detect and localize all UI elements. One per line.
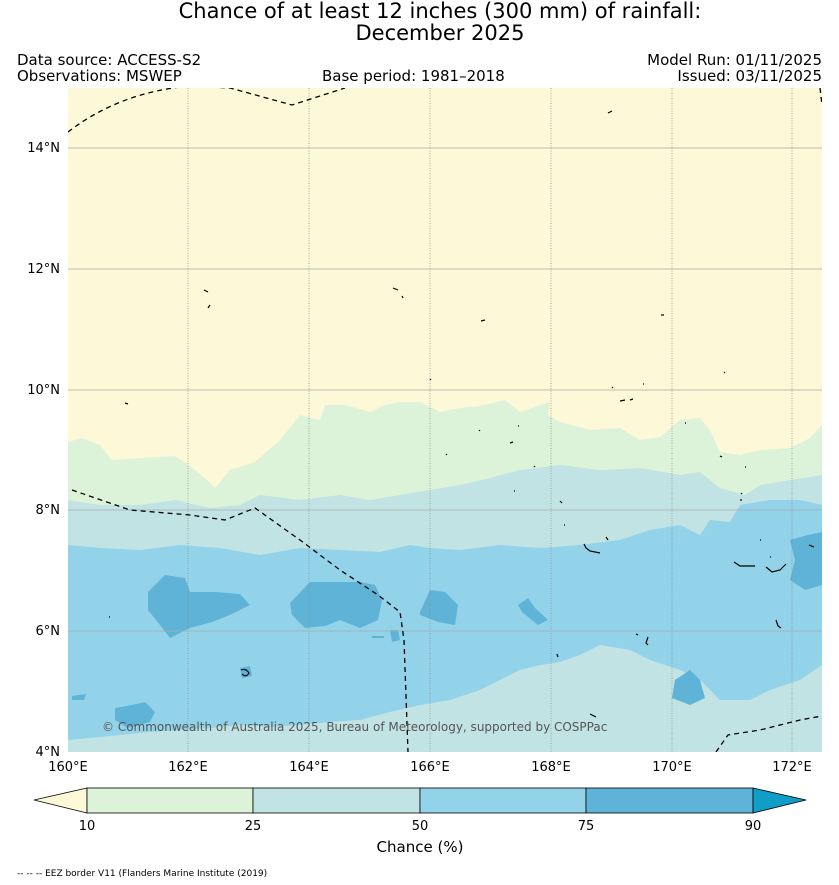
lat-tick-label: 8°N bbox=[36, 503, 61, 518]
lat-tick-label: 10°N bbox=[27, 383, 60, 398]
model-run-label: Model Run: 01/11/2025 bbox=[647, 51, 822, 69]
colorbar-tick-label: 75 bbox=[578, 819, 595, 834]
colorbar-swatch-25-50 bbox=[252, 787, 421, 814]
chart-title-line1: Chance of at least 12 inches (300 mm) of… bbox=[178, 0, 702, 23]
observations-label: Observations: MSWEP bbox=[17, 67, 182, 85]
latitude-axis: 14°N 12°N 10°N 8°N 6°N 4°N bbox=[27, 141, 60, 760]
rainfall-probability-map: © Commonwealth of Australia 2025, Bureau… bbox=[68, 88, 822, 752]
colorbar-swatch-50-75 bbox=[419, 787, 587, 814]
colorbar-swatch-10-25 bbox=[86, 787, 254, 814]
eez-footnote: -- -- -- EEZ border V11 (Flanders Marine… bbox=[17, 869, 268, 879]
lon-tick-label: 172°E bbox=[772, 760, 812, 775]
colorbar-swatch-below-10 bbox=[33, 787, 88, 814]
latitude-gridlines bbox=[68, 147, 822, 632]
colorbar-tick-label: 90 bbox=[745, 819, 762, 834]
lon-tick-label: 166°E bbox=[410, 760, 450, 775]
zone-75-90 bbox=[72, 532, 822, 728]
colorbar-title: Chance (%) bbox=[377, 838, 464, 856]
lat-tick-label: 14°N bbox=[27, 141, 60, 156]
colorbar-tick-label: 10 bbox=[79, 819, 96, 834]
lon-tick-label: 164°E bbox=[289, 760, 329, 775]
lon-tick-label: 160°E bbox=[48, 760, 88, 775]
islands bbox=[109, 110, 815, 718]
longitude-gridlines bbox=[187, 88, 793, 752]
colorbar-tick-label: 50 bbox=[412, 819, 429, 834]
eez-borders bbox=[68, 88, 822, 752]
colorbar-ticks: 10 25 50 75 90 bbox=[79, 819, 762, 834]
colorbar-swatch-75-90 bbox=[585, 787, 754, 814]
base-period-label: Base period: 1981–2018 bbox=[322, 67, 505, 85]
copyright-notice: © Commonwealth of Australia 2025, Bureau… bbox=[102, 720, 607, 734]
colorbar-tick-label: 25 bbox=[245, 819, 262, 834]
lon-tick-label: 168°E bbox=[531, 760, 571, 775]
issued-label: Issued: 03/11/2025 bbox=[677, 67, 822, 85]
lon-tick-label: 170°E bbox=[652, 760, 692, 775]
data-source-label: Data source: ACCESS-S2 bbox=[17, 51, 202, 69]
longitude-axis: 160°E 162°E 164°E 166°E 168°E 170°E 172°… bbox=[48, 760, 812, 775]
chart-title-line2: December 2025 bbox=[355, 21, 525, 45]
colorbar bbox=[33, 787, 807, 814]
colorbar-swatch-above-90 bbox=[752, 787, 807, 814]
lon-tick-label: 162°E bbox=[168, 760, 208, 775]
lat-tick-label: 6°N bbox=[36, 624, 61, 639]
lat-tick-label: 4°N bbox=[36, 745, 61, 760]
lat-tick-label: 12°N bbox=[27, 262, 60, 277]
